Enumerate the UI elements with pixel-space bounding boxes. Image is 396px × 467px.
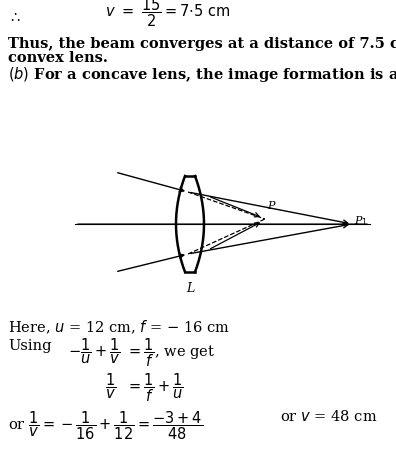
- Text: $\therefore$: $\therefore$: [8, 10, 21, 24]
- Text: or $v$ = 48 cm: or $v$ = 48 cm: [280, 409, 377, 424]
- Text: $-\dfrac{1}{u}+\dfrac{1}{v}\ =\dfrac{1}{f}$, we get: $-\dfrac{1}{u}+\dfrac{1}{v}\ =\dfrac{1}{…: [68, 336, 215, 368]
- Text: $\mathit{(b)}$ For a concave lens, the image formation is as shown.: $\mathit{(b)}$ For a concave lens, the i…: [8, 65, 396, 84]
- Text: Here, $u$ = 12 cm, $f$ = $-$ 16 cm: Here, $u$ = 12 cm, $f$ = $-$ 16 cm: [8, 319, 230, 336]
- Text: $\dfrac{1}{v}\ \ =\dfrac{1}{f}+\dfrac{1}{u}$: $\dfrac{1}{v}\ \ =\dfrac{1}{f}+\dfrac{1}…: [105, 371, 184, 403]
- Text: or $\dfrac{1}{v}=-\dfrac{1}{16}+\dfrac{1}{12}=\dfrac{-3+4}{48}$: or $\dfrac{1}{v}=-\dfrac{1}{16}+\dfrac{1…: [8, 409, 203, 442]
- Text: convex lens.: convex lens.: [8, 51, 108, 65]
- Text: Thus, the beam converges at a distance of 7.5 cm from the: Thus, the beam converges at a distance o…: [8, 37, 396, 51]
- Text: Using: Using: [8, 339, 51, 353]
- Text: P: P: [267, 201, 274, 211]
- Text: L: L: [186, 282, 194, 295]
- Text: P$_1$: P$_1$: [354, 214, 368, 228]
- Text: $v\ =\ \dfrac{15}{2} = 7{\cdot}5\ \mathrm{cm}$: $v\ =\ \dfrac{15}{2} = 7{\cdot}5\ \mathr…: [105, 0, 230, 29]
